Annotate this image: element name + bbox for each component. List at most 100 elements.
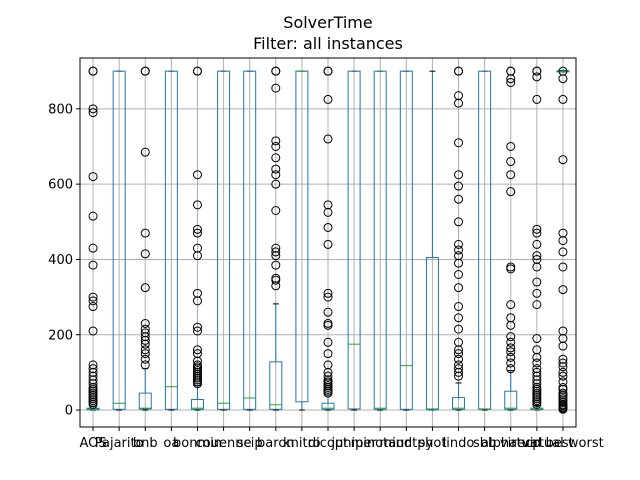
- outlier-point: [532, 239, 542, 249]
- outlier-point: [532, 72, 542, 82]
- outlier-point: [192, 228, 202, 238]
- box-iqr: [504, 390, 518, 410]
- outlier-point: [506, 77, 516, 87]
- outlier-point: [323, 307, 333, 317]
- x-tick-label: baron: [257, 436, 294, 451]
- outlier-point: [323, 337, 333, 347]
- outlier-point: [271, 83, 281, 93]
- outlier-point: [558, 262, 568, 272]
- outlier-point: [506, 262, 516, 272]
- box-iqr: [425, 257, 439, 411]
- outlier-point: [454, 91, 464, 101]
- outlier-point: [323, 200, 333, 210]
- outlier-point: [192, 288, 202, 298]
- outlier-point: [454, 170, 464, 180]
- outlier-point: [192, 345, 202, 355]
- outlier-point: [323, 66, 333, 76]
- box-iqr: [321, 402, 335, 410]
- outlier-point: [323, 288, 333, 298]
- outlier-point: [558, 371, 568, 381]
- x-tick-label: AOS: [79, 436, 106, 451]
- outlier-point: [271, 136, 281, 146]
- outlier-point: [454, 270, 464, 280]
- x-tick-label: shot: [418, 436, 446, 451]
- outlier-point: [558, 382, 568, 392]
- outlier-point: [323, 222, 333, 232]
- outlier-point: [140, 283, 150, 293]
- x-tick-label: oa: [163, 436, 179, 451]
- outlier-point: [140, 360, 150, 370]
- box-iqr: [399, 70, 413, 410]
- outlier-point: [558, 66, 568, 76]
- outlier-point: [323, 349, 333, 359]
- outlier-point: [271, 247, 281, 257]
- outlier-point: [323, 94, 333, 104]
- outlier-points: [88, 66, 568, 414]
- outlier-point: [271, 260, 281, 270]
- box-series: [86, 69, 570, 411]
- outlier-point: [532, 66, 542, 76]
- outlier-point: [454, 349, 464, 359]
- outlier-point: [192, 224, 202, 234]
- x-tick-label: juniper: [330, 436, 377, 451]
- outlier-point: [532, 364, 542, 374]
- outlier-point: [454, 302, 464, 312]
- outlier-point: [506, 347, 516, 357]
- x-tick-label: couenne: [196, 436, 252, 451]
- box-iqr: [347, 70, 361, 410]
- x-tick-label: alphaecp: [481, 436, 540, 451]
- outlier-point: [192, 349, 202, 359]
- outlier-point: [558, 94, 568, 104]
- outlier-point: [558, 326, 568, 336]
- outlier-point: [454, 337, 464, 347]
- outlier-point: [558, 247, 568, 257]
- box-iqr: [373, 70, 387, 410]
- outlier-point: [506, 187, 516, 197]
- x-tick-label: minotaur: [351, 436, 411, 451]
- outlier-point: [271, 179, 281, 189]
- x-tick-label: mindtpy: [379, 436, 433, 451]
- outlier-point: [192, 200, 202, 210]
- outlier-point: [454, 181, 464, 191]
- outlier-point: [532, 300, 542, 310]
- outlier-point: [532, 254, 542, 264]
- outlier-point: [532, 224, 542, 234]
- box-iqr: [112, 70, 126, 410]
- outlier-point: [88, 364, 98, 374]
- chart-title: SolverTime: [283, 13, 372, 32]
- outlier-point: [506, 352, 516, 362]
- x-tick-label: dicopt: [308, 436, 348, 451]
- x-tick-label: bonmin: [173, 436, 222, 451]
- box-iqr: [217, 70, 231, 410]
- y-tick-label: 0: [65, 404, 73, 419]
- outlier-point: [454, 239, 464, 249]
- outlier-point: [88, 243, 98, 253]
- x-tick-label: virtual worst: [522, 436, 604, 451]
- outlier-point: [140, 328, 150, 338]
- y-tick-label: 800: [48, 102, 73, 117]
- outlier-point: [532, 277, 542, 287]
- outlier-point: [323, 360, 333, 370]
- outlier-point: [532, 288, 542, 298]
- outlier-point: [532, 358, 542, 368]
- outlier-point: [271, 153, 281, 163]
- outlier-point: [454, 283, 464, 293]
- box-iqr: [190, 399, 204, 410]
- outlier-point: [192, 170, 202, 180]
- outlier-point: [271, 66, 281, 76]
- outlier-point: [192, 243, 202, 253]
- outlier-point: [88, 326, 98, 336]
- x-tick-label: sbb: [473, 436, 496, 451]
- box-iqr: [164, 70, 178, 410]
- outlier-point: [506, 141, 516, 151]
- outlier-point: [192, 322, 202, 332]
- outlier-point: [454, 66, 464, 76]
- outlier-point: [271, 170, 281, 180]
- outlier-point: [88, 360, 98, 370]
- outlier-point: [88, 296, 98, 306]
- outlier-point: [532, 228, 542, 238]
- outlier-point: [532, 334, 542, 344]
- box-iqr: [243, 70, 257, 410]
- outlier-point: [323, 371, 333, 381]
